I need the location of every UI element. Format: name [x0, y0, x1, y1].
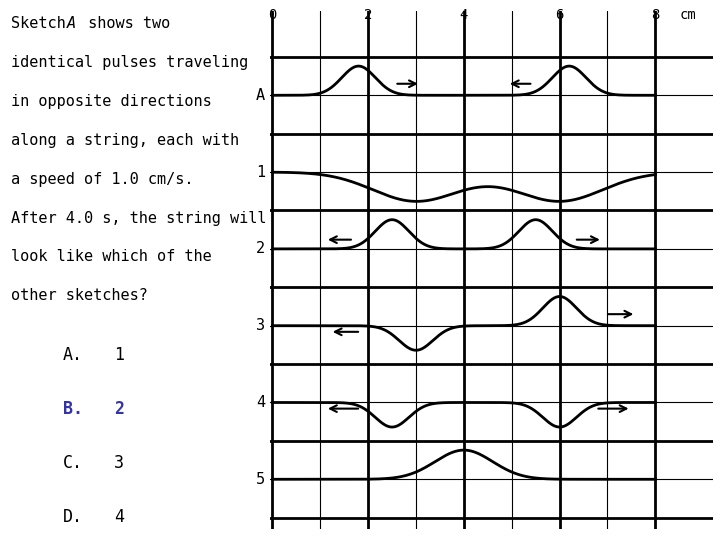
- Text: Sketch: Sketch: [12, 16, 76, 31]
- Text: 1: 1: [114, 346, 124, 363]
- Text: cm: cm: [679, 8, 696, 22]
- Text: B.: B.: [63, 400, 83, 417]
- Text: a speed of 1.0 cm/s.: a speed of 1.0 cm/s.: [12, 172, 194, 187]
- Text: along a string, each with: along a string, each with: [12, 133, 240, 148]
- Text: 4: 4: [459, 8, 468, 22]
- Text: 4: 4: [114, 508, 124, 525]
- Text: 2: 2: [114, 400, 124, 417]
- Text: 3: 3: [114, 454, 124, 471]
- Text: 6: 6: [555, 8, 564, 22]
- Text: A: A: [256, 88, 265, 103]
- Text: 2: 2: [256, 241, 265, 256]
- Text: 8: 8: [651, 8, 660, 22]
- Text: 2: 2: [364, 8, 372, 22]
- Text: 0: 0: [269, 8, 276, 22]
- Text: D.: D.: [63, 508, 83, 525]
- Text: shows two: shows two: [78, 16, 170, 31]
- Text: After 4.0 s, the string will: After 4.0 s, the string will: [12, 211, 267, 226]
- Text: 3: 3: [256, 318, 265, 333]
- Text: other sketches?: other sketches?: [12, 288, 148, 303]
- Text: look like which of the: look like which of the: [12, 249, 212, 265]
- Text: 4: 4: [256, 395, 265, 410]
- Text: A: A: [67, 16, 76, 31]
- Text: A.: A.: [63, 346, 83, 363]
- Text: C.: C.: [63, 454, 83, 471]
- Text: 5: 5: [256, 472, 265, 487]
- Text: identical pulses traveling: identical pulses traveling: [12, 55, 248, 70]
- Text: 1: 1: [256, 165, 265, 180]
- Text: in opposite directions: in opposite directions: [12, 94, 212, 109]
